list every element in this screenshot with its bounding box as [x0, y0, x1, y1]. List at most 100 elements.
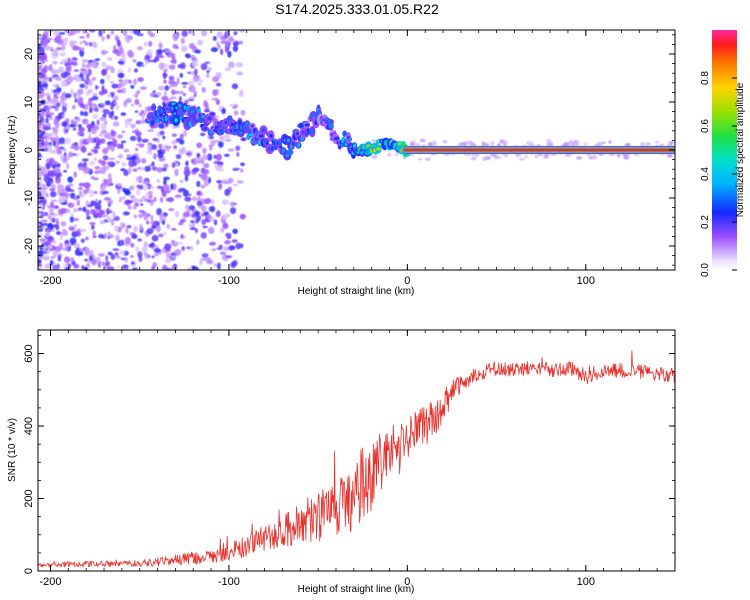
- speckle-blob: [44, 139, 49, 148]
- speckle-blob: [122, 187, 126, 193]
- speckle-blob: [84, 64, 92, 69]
- speckle-blob: [85, 236, 89, 241]
- speckle-blob: [145, 54, 150, 60]
- ridge-blob: [342, 131, 348, 137]
- speckle-blob: [226, 30, 230, 37]
- speckle-blob: [151, 144, 157, 150]
- speckle-blob: [40, 219, 48, 223]
- speckle-blob: [53, 36, 61, 44]
- speckle-blob: [45, 263, 51, 269]
- speckle-blob: [89, 194, 94, 197]
- speckle-blob: [232, 106, 236, 109]
- speckle-blob: [485, 156, 491, 161]
- speckle-blob: [659, 143, 665, 147]
- ridge-blob: [310, 129, 314, 134]
- speckle-blob: [224, 240, 231, 245]
- speckle-blob: [83, 103, 89, 111]
- speckle-blob: [116, 226, 122, 233]
- speckle-blob: [170, 239, 176, 246]
- speckle-blob: [238, 40, 244, 45]
- speckle-blob: [73, 230, 81, 237]
- speckle-blob: [115, 234, 120, 242]
- speckle-blob: [93, 157, 98, 161]
- speckle-blob: [126, 154, 132, 158]
- ridge-blob: [360, 150, 365, 155]
- speckle-blob: [422, 144, 426, 147]
- speckle-blob: [106, 144, 111, 151]
- speckle-blob: [65, 192, 69, 200]
- speckle-blob: [45, 230, 51, 238]
- ridge-blob: [149, 114, 153, 118]
- speckle-blob: [101, 190, 109, 195]
- speckle-blob: [58, 99, 65, 106]
- ridge-blob: [270, 146, 274, 152]
- spec-xtick-label: -200: [39, 275, 61, 287]
- speckle-blob: [232, 44, 239, 52]
- speckle-blob: [81, 62, 86, 69]
- speckle-blob: [49, 188, 56, 192]
- speckle-blob: [77, 207, 83, 212]
- speckle-blob: [146, 228, 154, 235]
- speckle-blob: [65, 78, 72, 83]
- speckle-blob: [168, 75, 175, 81]
- speckle-blob: [164, 243, 172, 251]
- speckle-blob: [134, 202, 140, 207]
- speckle-blob: [123, 169, 129, 177]
- speckle-blob: [38, 264, 42, 270]
- speckle-blob: [98, 233, 104, 239]
- speckle-blob: [107, 178, 113, 182]
- speckle-blob: [98, 199, 102, 204]
- speckle-blob: [114, 252, 119, 256]
- speckle-blob: [394, 152, 399, 156]
- speckle-blob: [151, 161, 155, 166]
- snr-xlabel: Height of straight line (km): [298, 584, 415, 595]
- speckle-blob: [180, 37, 185, 44]
- spec-ytick-label: 20: [23, 48, 35, 60]
- speckle-blob: [99, 219, 106, 225]
- speckle-blob: [47, 112, 55, 116]
- speckle-blob: [88, 189, 94, 194]
- speckle-blob: [183, 211, 190, 218]
- speckle-blob: [141, 158, 147, 164]
- speckle-blob: [151, 234, 159, 242]
- speckle-blob: [227, 50, 232, 58]
- speckle-blob: [86, 137, 94, 144]
- speckle-blob: [71, 105, 76, 110]
- speckle-blob: [130, 242, 135, 248]
- speckle-blob: [38, 111, 41, 117]
- speckle-blob: [117, 72, 125, 79]
- ridge-blob: [179, 110, 183, 115]
- speckle-blob: [76, 199, 81, 206]
- speckle-blob: [107, 199, 114, 205]
- speckle-blob: [40, 225, 44, 229]
- speckle-blob: [107, 94, 112, 99]
- speckle-blob: [194, 68, 198, 76]
- snr-frame: [37, 329, 676, 572]
- colorbar-tick-label: 0.2: [700, 215, 711, 229]
- speckle-blob: [49, 191, 57, 198]
- speckle-blob: [142, 195, 146, 200]
- chart-title: S174.2025.333.01.05.R22: [275, 1, 439, 17]
- speckle-blob: [111, 83, 119, 89]
- speckle-blob: [90, 175, 95, 179]
- speckle-blob: [141, 138, 149, 143]
- speckle-blob: [63, 256, 71, 264]
- speckle-blob: [189, 227, 196, 231]
- speckle-blob: [136, 46, 144, 51]
- speckle-blob: [158, 62, 165, 70]
- speckle-blob: [152, 166, 157, 171]
- speckle-blob: [137, 238, 142, 242]
- speckle-blob: [100, 129, 107, 134]
- speckle-blob: [69, 257, 75, 263]
- speckle-blob: [38, 44, 42, 50]
- speckle-blob: [229, 201, 235, 207]
- speckle-blob: [141, 184, 149, 191]
- speckle-blob: [51, 159, 56, 166]
- speckle-blob: [110, 30, 114, 35]
- speckle-blob: [74, 249, 80, 256]
- speckle-blob: [172, 32, 180, 40]
- speckle-blob: [171, 162, 176, 168]
- speckle-blob: [134, 110, 139, 113]
- speckle-blob: [104, 100, 111, 106]
